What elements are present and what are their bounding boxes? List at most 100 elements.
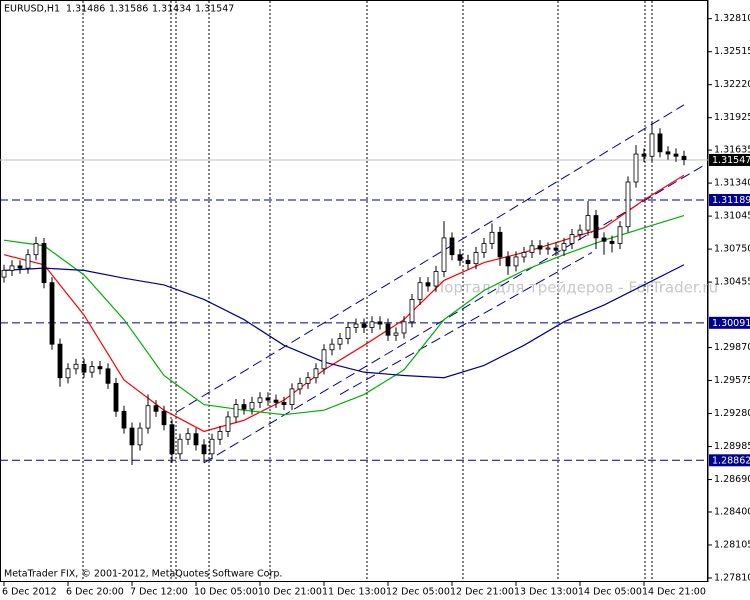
candle-body — [497, 231, 503, 258]
candle-body — [545, 247, 551, 250]
candle-body — [105, 368, 111, 384]
candle-body — [73, 363, 79, 370]
x-tick-label: 14 Dec 05:00 — [578, 587, 642, 598]
candle-body — [561, 243, 567, 251]
candle-body — [369, 321, 375, 328]
y-tick-label: 1.29870 — [714, 342, 750, 353]
candle-body — [17, 265, 23, 269]
candle-body — [633, 153, 639, 183]
candle-body — [81, 363, 87, 373]
x-tick-label: 10 Dec 05:00 — [194, 587, 258, 598]
period-separators — [82, 1, 653, 581]
header-open: 1.31486 — [66, 4, 105, 15]
candle-body — [57, 343, 63, 379]
candle-body — [601, 237, 607, 242]
y-tick-label: 1.28105 — [714, 539, 750, 550]
candle-body — [217, 431, 223, 440]
price-level-label: 1.30091 — [712, 318, 750, 329]
candle-body — [425, 282, 431, 287]
x-tick-label: 12 Dec 05:00 — [386, 587, 450, 598]
y-tick-label: 1.28985 — [714, 441, 750, 452]
candle-body — [297, 382, 303, 390]
candle-body — [513, 256, 519, 267]
y-tick-label: 1.31925 — [714, 112, 750, 123]
candle-body — [193, 433, 199, 446]
candle-body — [465, 259, 471, 265]
x-tick-label: 11 Dec 13:00 — [322, 587, 386, 598]
candle-body — [417, 282, 423, 300]
candle-body — [377, 321, 383, 325]
candle-body — [281, 401, 287, 405]
candle-body — [97, 366, 103, 370]
y-tick-label: 1.30455 — [714, 277, 750, 288]
candle-body — [609, 240, 615, 244]
candle-body — [41, 243, 47, 284]
candle-body — [329, 343, 335, 351]
x-tick-label: 6 Dec 2012 — [2, 587, 57, 598]
candle-body — [345, 327, 351, 339]
symbol: EURUSD,H1 — [4, 4, 60, 15]
plot-frame — [0, 0, 708, 582]
copyright: MetaTrader FIX, © 2001-2012, MetaQuotes … — [4, 569, 282, 580]
y-tick-label: 1.31045 — [714, 211, 750, 222]
y-tick-label: 1.27810 — [714, 572, 750, 583]
candle-body — [649, 133, 655, 157]
candle-body — [25, 254, 31, 269]
candle-body — [537, 245, 543, 250]
y-tick-label: 1.28400 — [714, 506, 750, 517]
candle-body — [177, 438, 183, 455]
moving-average — [3, 264, 685, 379]
candle-body — [385, 323, 391, 336]
y-tick-label: 1.28690 — [714, 474, 750, 485]
candle-body — [585, 215, 591, 231]
candle-body — [9, 265, 15, 271]
candle-body — [145, 405, 151, 429]
candle-body — [449, 237, 455, 256]
candle-body — [473, 252, 479, 265]
y-tick-label: 1.29280 — [714, 408, 750, 419]
candle-body — [553, 247, 559, 251]
moving-average — [3, 214, 685, 416]
candle-body — [521, 252, 527, 258]
candle-body — [225, 416, 231, 432]
candle-body — [657, 133, 663, 153]
candle-body — [233, 404, 239, 418]
candle-body — [153, 405, 159, 412]
price-level-box — [709, 454, 750, 467]
header-low: 1.31434 — [152, 4, 191, 15]
candle-body — [201, 444, 207, 455]
candle-body — [249, 401, 255, 410]
candle-body — [89, 366, 95, 373]
channel-line — [203, 164, 705, 464]
candle-body — [593, 215, 599, 239]
x-tick-label: 13 Dec 13:00 — [514, 587, 578, 598]
candle-body — [161, 410, 167, 426]
channel-line — [339, 252, 593, 395]
candle-body — [1, 269, 7, 278]
candle-body — [457, 254, 463, 261]
candle-body — [337, 338, 343, 345]
header-high: 1.31586 — [109, 4, 148, 15]
candle-body — [409, 299, 415, 323]
candle-body — [185, 433, 191, 440]
header-close: 1.31547 — [195, 4, 234, 15]
price-level-box — [709, 153, 750, 166]
candle-body — [321, 349, 327, 370]
candle-body — [305, 377, 311, 384]
candle-body — [641, 153, 647, 157]
candle-body — [433, 271, 439, 287]
candle-body — [273, 399, 279, 403]
price-level-box — [709, 194, 750, 207]
candle-body — [209, 438, 215, 455]
candle-body — [441, 237, 447, 272]
candle-body — [505, 256, 511, 267]
price-level-box — [709, 316, 750, 329]
price-level-label: 1.31547 — [712, 155, 750, 166]
y-tick-label: 1.30750 — [714, 244, 750, 255]
candle-body — [49, 282, 55, 345]
candle-body — [113, 382, 119, 412]
x-tick-label: 12 Dec 21:00 — [450, 587, 514, 598]
y-tick-label: 1.32810 — [714, 13, 750, 24]
candle-body — [489, 231, 495, 244]
